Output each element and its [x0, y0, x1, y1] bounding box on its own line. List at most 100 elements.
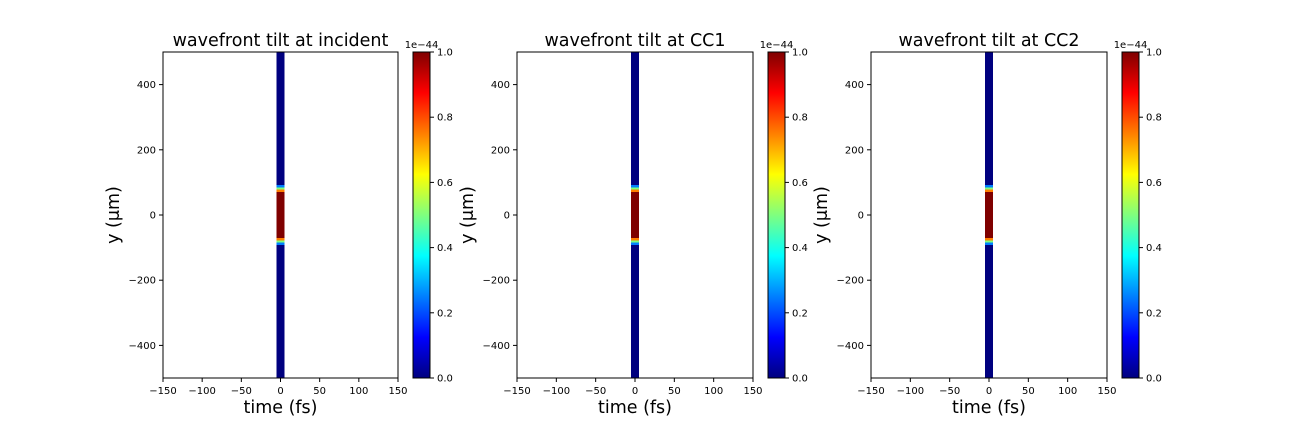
x-tick-label: 0 — [632, 386, 638, 397]
colorbar-tick-label: 0.0 — [1146, 374, 1162, 385]
colorbar — [768, 52, 785, 378]
heatmap-cell — [276, 185, 285, 188]
colorbar — [413, 52, 430, 378]
heatmap-cell — [985, 237, 993, 241]
y-tick-label: 400 — [491, 80, 510, 91]
colorbar-frame — [767, 51, 786, 379]
colorbar-frame — [1121, 51, 1140, 379]
colorbar-frame — [412, 51, 431, 379]
panel-1: −150 −100 −50 0 50 100 150 −400 −200 0 200 400 wavef… — [104, 31, 453, 418]
heatmap-cell — [631, 237, 639, 241]
heatmap-cell — [276, 192, 285, 238]
y-tick-label: 0 — [150, 211, 156, 222]
colorbar-tick-label: 0.2 — [1146, 308, 1162, 319]
x-tick-label: −150 — [149, 386, 176, 397]
x-axis-label: time (fs) — [952, 398, 1026, 418]
colorbar-tick-label: 0.6 — [792, 178, 808, 189]
panel-2: −150 −100 −50 0 50 100 150 −400 −200 0 200 400 wavef… — [458, 31, 808, 418]
x-tick-label: 150 — [743, 386, 762, 397]
y-tick-label: 400 — [137, 80, 156, 91]
colorbar-tick-label: 0.2 — [437, 308, 453, 319]
heatmap-cell — [631, 192, 639, 238]
colorbar-multiplier: 1e−44 — [405, 40, 439, 51]
colorbar-tick-label: 0.2 — [792, 308, 808, 319]
heatmap-cell — [631, 52, 639, 186]
x-tick-label: 0 — [277, 386, 283, 397]
x-tick-label: 100 — [1058, 386, 1077, 397]
x-axis-label: time (fs) — [243, 398, 317, 418]
heatmap-cell — [276, 244, 285, 378]
heatmap-cell — [985, 240, 993, 243]
colorbar-tick-label: 0.0 — [437, 374, 453, 385]
y-axis-label: y (μm) — [104, 186, 124, 244]
y-tick-label: −400 — [129, 341, 156, 352]
x-tick-label: 100 — [704, 386, 723, 397]
colorbar-tick-label: 0.6 — [437, 178, 453, 189]
chart-title: wavefront tilt at CC2 — [898, 31, 1079, 51]
y-tick-label: −400 — [837, 341, 864, 352]
colorbar-tick-label: 0.8 — [792, 113, 808, 124]
x-tick-label: 0 — [986, 386, 992, 397]
x-tick-label: −150 — [503, 386, 530, 397]
heatmap-cell — [276, 240, 285, 243]
heatmap-cell — [985, 187, 993, 190]
colorbar-multiplier: 1e−44 — [1114, 40, 1148, 51]
x-tick-label: −50 — [231, 386, 252, 397]
chart-title: wavefront tilt at incident — [173, 31, 389, 51]
colorbar-tick-label: 0.8 — [1146, 113, 1162, 124]
colorbar-tick-label: 0.4 — [792, 243, 808, 254]
y-tick-label: −200 — [483, 276, 510, 287]
heatmap-cell — [276, 237, 285, 241]
x-tick-label: 100 — [349, 386, 368, 397]
x-tick-label: 150 — [388, 386, 407, 397]
heatmap-cell — [276, 189, 285, 193]
x-axis-label: time (fs) — [598, 398, 672, 418]
x-tick-label: −150 — [857, 386, 884, 397]
colorbar-multiplier: 1e−44 — [760, 40, 794, 51]
colorbar-tick-label: 1.0 — [437, 48, 453, 59]
x-tick-label: 150 — [1097, 386, 1116, 397]
x-tick-label: 50 — [313, 386, 326, 397]
x-tick-label: −100 — [188, 386, 215, 397]
x-tick-label: −50 — [585, 386, 606, 397]
y-tick-label: 200 — [845, 145, 864, 156]
heatmap-cell — [985, 185, 993, 188]
chart-title: wavefront tilt at CC1 — [544, 31, 725, 51]
colorbar-tick-label: 0.0 — [792, 374, 808, 385]
colorbar-tick-label: 0.4 — [1146, 243, 1162, 254]
colorbar-tick-label: 1.0 — [1146, 48, 1162, 59]
heatmap-cell — [631, 240, 639, 243]
y-tick-label: 200 — [137, 145, 156, 156]
heatmap-cell — [631, 187, 639, 190]
x-tick-label: 50 — [1022, 386, 1035, 397]
colorbar-tick-label: 1.0 — [792, 48, 808, 59]
colorbar — [1122, 52, 1139, 378]
y-tick-label: −200 — [129, 276, 156, 287]
y-tick-label: 0 — [858, 211, 864, 222]
heatmap-cell — [631, 244, 639, 378]
colorbar-tick-label: 0.4 — [437, 243, 453, 254]
x-tick-label: 50 — [668, 386, 681, 397]
heatmap-cell — [985, 189, 993, 193]
heatmap-cell — [631, 242, 639, 245]
heatmap-cell — [276, 187, 285, 190]
heatmap-cell — [985, 244, 993, 378]
colorbar-tick-label: 0.6 — [1146, 178, 1162, 189]
y-tick-label: 0 — [504, 211, 510, 222]
y-axis-label: y (μm) — [812, 186, 832, 244]
x-tick-label: −50 — [939, 386, 960, 397]
heatmap-cell — [985, 192, 993, 238]
x-tick-label: −100 — [897, 386, 924, 397]
heatmap-cell — [985, 52, 993, 186]
y-tick-label: −400 — [483, 341, 510, 352]
y-tick-label: 400 — [845, 80, 864, 91]
heatmap-cell — [985, 242, 993, 245]
panel-3: −150 −100 −50 0 50 100 150 −400 −200 0 200 400 wavef… — [812, 31, 1162, 418]
heatmap-cell — [631, 189, 639, 193]
x-tick-label: −100 — [543, 386, 570, 397]
colorbar-tick-label: 0.8 — [437, 113, 453, 124]
heatmap-cell — [276, 52, 285, 186]
y-tick-label: 200 — [491, 145, 510, 156]
y-axis-label: y (μm) — [458, 186, 478, 244]
